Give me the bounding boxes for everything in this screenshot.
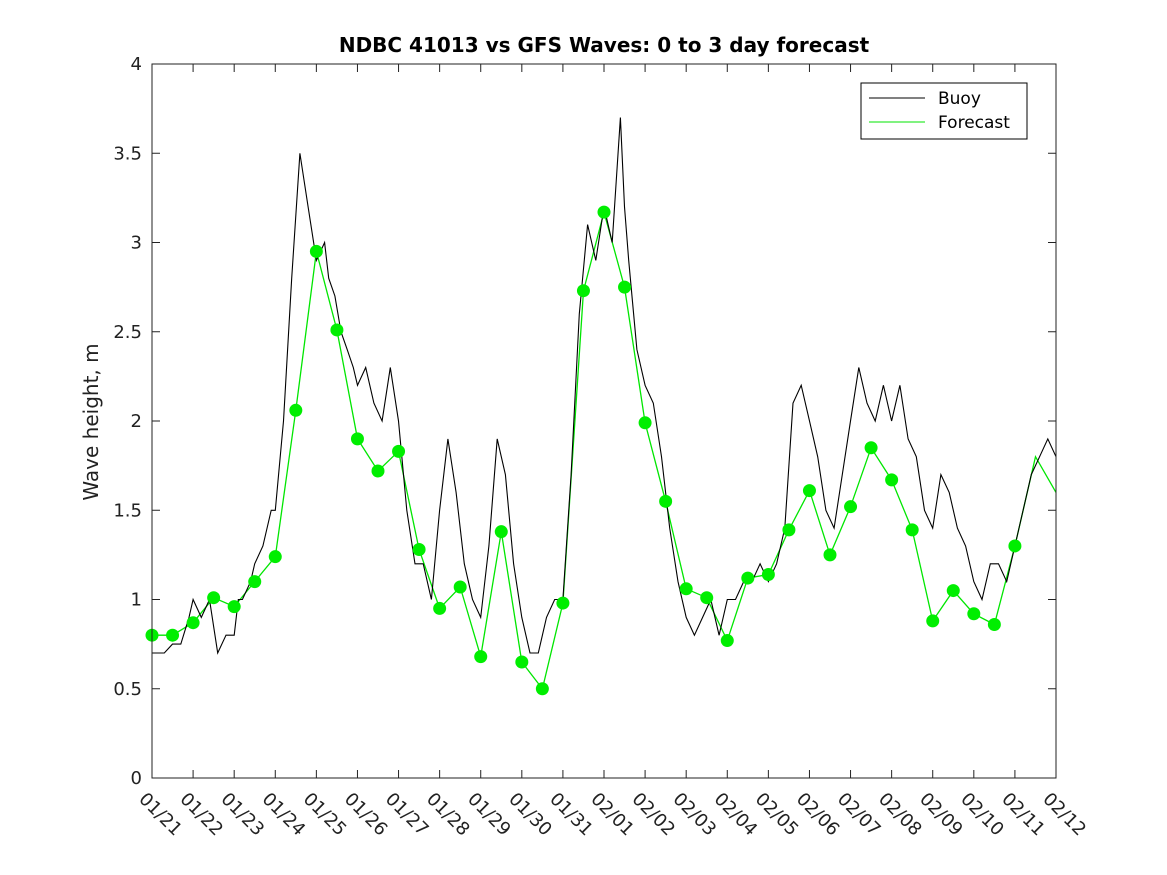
forecast-point xyxy=(741,571,755,585)
y-tick-label: 1 xyxy=(131,590,142,611)
x-tick-label: 02/03 xyxy=(669,789,721,841)
y-tick-label: 2 xyxy=(131,411,142,432)
forecast-point xyxy=(659,494,673,508)
legend-label-forecast: Forecast xyxy=(938,113,1010,133)
y-tick-label: 4 xyxy=(131,54,142,75)
x-tick-label: 02/02 xyxy=(628,789,680,841)
forecast-point xyxy=(166,628,180,642)
forecast-point xyxy=(720,634,734,648)
y-tick-label: 2.5 xyxy=(113,322,142,343)
forecast-point xyxy=(453,580,467,594)
forecast-point xyxy=(576,284,590,298)
x-tick-label: 01/21 xyxy=(134,789,186,841)
x-tick-label: 01/30 xyxy=(504,789,556,841)
forecast-point xyxy=(946,584,960,598)
x-tick-label: 01/25 xyxy=(299,789,351,841)
x-tick-label: 01/29 xyxy=(463,789,515,841)
x-tick-label: 01/28 xyxy=(422,789,474,841)
forecast-point xyxy=(207,591,221,605)
y-tick-label: 0 xyxy=(131,768,142,789)
x-tick-label: 01/24 xyxy=(258,789,310,841)
forecast-point xyxy=(700,591,714,605)
forecast-point xyxy=(926,614,940,628)
x-tick-label: 01/27 xyxy=(381,789,433,841)
forecast-point xyxy=(618,280,632,294)
x-tick-label: 01/22 xyxy=(176,789,228,841)
forecast-point xyxy=(987,617,1001,631)
x-tick-label: 02/10 xyxy=(956,789,1008,841)
y-axis-label: Wave height, m xyxy=(79,343,103,500)
y-tick-label: 3 xyxy=(131,233,142,254)
x-tick-label: 02/06 xyxy=(792,789,844,841)
axes-box xyxy=(151,63,1057,779)
forecast-point xyxy=(227,600,241,614)
forecast-point xyxy=(905,523,919,537)
x-tick-label: 01/31 xyxy=(545,789,597,841)
forecast-point xyxy=(494,525,508,539)
legend: Buoy Forecast xyxy=(860,82,1028,140)
forecast-point xyxy=(761,568,775,582)
forecast-point xyxy=(309,244,323,258)
forecast-point xyxy=(597,205,611,219)
forecast-point xyxy=(844,500,858,514)
forecast-point xyxy=(433,601,447,615)
forecast-point xyxy=(802,484,816,498)
forecast-point xyxy=(967,607,981,621)
forecast-point xyxy=(679,582,693,596)
forecast-point xyxy=(268,550,282,564)
y-tick-label: 1.5 xyxy=(113,500,142,521)
x-tick-label: 02/07 xyxy=(833,789,885,841)
forecast-point xyxy=(535,682,549,696)
y-tick-label: 3.5 xyxy=(113,143,142,164)
x-tick-label: 02/05 xyxy=(751,789,803,841)
forecast-point xyxy=(885,473,899,487)
forecast-point xyxy=(186,616,200,630)
forecast-point xyxy=(474,650,488,664)
x-tick-label: 02/11 xyxy=(997,789,1049,841)
forecast-point xyxy=(638,416,652,430)
forecast-point xyxy=(515,655,529,669)
buoy-line xyxy=(152,117,1057,655)
y-tick-label: 0.5 xyxy=(113,679,142,700)
x-tick-label: 02/08 xyxy=(874,789,926,841)
x-tick-label: 02/09 xyxy=(915,789,967,841)
x-tick-label: 02/04 xyxy=(710,789,762,841)
forecast-point xyxy=(371,464,385,478)
forecast-point xyxy=(782,523,796,537)
forecast-point xyxy=(330,323,344,337)
forecast-point xyxy=(864,441,878,455)
forecast-point xyxy=(556,596,570,610)
forecast-point xyxy=(1008,539,1022,553)
forecast-point xyxy=(412,543,426,557)
chart-title: NDBC 41013 vs GFS Waves: 0 to 3 day fore… xyxy=(339,33,870,57)
forecast-point xyxy=(350,432,364,446)
plot-area: 00.511.522.533.5401/2101/2201/2301/2401/… xyxy=(113,54,1090,840)
forecast-point xyxy=(289,403,303,417)
x-tick-label: 01/23 xyxy=(217,789,269,841)
forecast-point xyxy=(248,575,262,589)
forecast-point xyxy=(392,444,406,458)
x-tick-label: 01/26 xyxy=(340,789,392,841)
legend-label-buoy: Buoy xyxy=(938,89,981,109)
forecast-point xyxy=(823,548,837,562)
x-tick-label: 02/12 xyxy=(1038,789,1090,841)
legend-box xyxy=(860,82,1028,140)
forecast-line xyxy=(152,209,1057,691)
x-tick-label: 02/01 xyxy=(586,789,638,841)
